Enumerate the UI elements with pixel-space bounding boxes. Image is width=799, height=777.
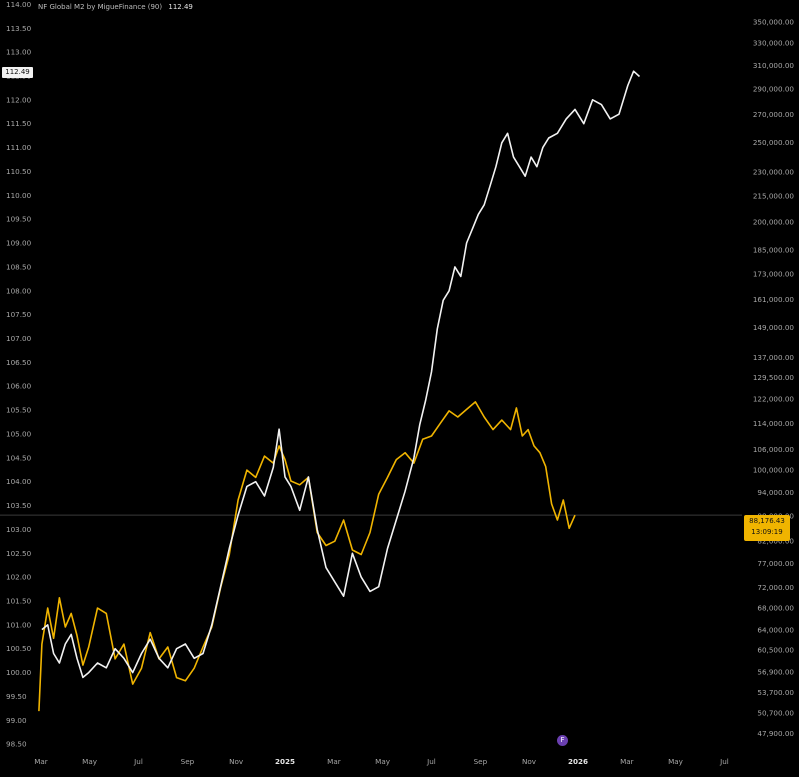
right-axis-tick-label: 137,000.00 bbox=[753, 353, 795, 362]
left-axis-tick-label: 103.00 bbox=[6, 525, 32, 534]
left-axis-tick-label: 110.00 bbox=[6, 191, 32, 200]
left-axis-ticks: 98.50 99.00 99.50 100.00 100.50 101.00 101.50 1… bbox=[6, 0, 32, 749]
left-axis-tick-label: 101.00 bbox=[6, 620, 32, 629]
left-axis-tick-label: 111.00 bbox=[6, 143, 32, 152]
series-line-bitcoin bbox=[38, 401, 576, 712]
time-axis-tick-label: 2026 bbox=[568, 757, 588, 766]
right-axis-tick-label: 270,000.00 bbox=[753, 110, 795, 119]
time-axis-tick-label: Jul bbox=[133, 757, 143, 766]
right-axis-tick-label: 106,000.00 bbox=[753, 445, 795, 454]
time-axis-tick-label: Mar bbox=[34, 757, 48, 766]
right-axis-tick-label: 68,000.00 bbox=[757, 604, 794, 613]
right-axis-tick-label: 114,000.00 bbox=[753, 419, 795, 428]
right-badge-countdown: 13:09:19 bbox=[751, 528, 783, 536]
right-axis-tick-label: 82,000.00 bbox=[757, 537, 794, 546]
indicator-legend[interactable]: NF Global M2 by MigueFinance (90) 112.49 bbox=[38, 3, 193, 11]
left-axis-tick-label: 113.00 bbox=[6, 48, 32, 57]
right-axis-tick-label: 250,000.00 bbox=[753, 138, 795, 147]
left-axis-tick-label: 106.00 bbox=[6, 382, 32, 391]
time-axis-tick-label: Sep bbox=[181, 757, 195, 766]
time-axis-ticks: Mar May Jul Sep Nov 2025 Mar May Jul Sep Nov 2026 Ma… bbox=[34, 757, 729, 766]
time-axis-tick-label: Nov bbox=[229, 757, 244, 766]
left-axis-tick-label: 101.50 bbox=[6, 596, 32, 605]
right-axis-tick-label: 173,000.00 bbox=[753, 270, 795, 279]
right-axis-tick-label: 47,900.00 bbox=[757, 729, 794, 738]
left-axis-tick-label: 99.50 bbox=[6, 692, 27, 701]
event-marker-icon[interactable]: F bbox=[557, 735, 568, 746]
right-axis-tick-label: 94,000.00 bbox=[757, 488, 794, 497]
time-axis-tick-label: Jul bbox=[719, 757, 729, 766]
right-axis-tick-label: 60,500.00 bbox=[757, 645, 794, 654]
series-line-global-m2 bbox=[41, 70, 641, 679]
right-axis-tick-label: 100,000.00 bbox=[753, 466, 795, 475]
right-axis-tick-label: 290,000.00 bbox=[753, 85, 795, 94]
left-axis-last-value-badge: 112.49 bbox=[2, 67, 33, 78]
left-axis-tick-label: 102.50 bbox=[6, 549, 32, 558]
left-axis-tick-label: 100.50 bbox=[6, 644, 32, 653]
left-axis-tick-label: 107.00 bbox=[6, 334, 32, 343]
right-axis-tick-label: 215,000.00 bbox=[753, 192, 795, 201]
event-marker-label: F bbox=[560, 736, 565, 744]
time-axis-tick-label: Mar bbox=[620, 757, 634, 766]
time-axis-tick-label: Mar bbox=[327, 757, 341, 766]
right-axis-tick-label: 185,000.00 bbox=[753, 246, 795, 255]
right-axis-tick-label: 330,000.00 bbox=[753, 38, 795, 47]
time-axis-tick-label: May bbox=[82, 757, 98, 766]
right-axis-tick-label: 72,000.00 bbox=[757, 583, 794, 592]
left-axis-tick-label: 104.00 bbox=[6, 477, 32, 486]
right-axis-price-badge: 88,176.43 13:09:19 bbox=[744, 515, 790, 541]
right-axis-tick-label: 200,000.00 bbox=[753, 218, 795, 227]
left-badge-value: 112.49 bbox=[5, 68, 30, 76]
right-axis-tick-label: 129,500.00 bbox=[753, 373, 795, 382]
left-axis-tick-label: 103.50 bbox=[6, 501, 32, 510]
left-axis-tick-label: 111.50 bbox=[6, 119, 32, 128]
right-axis-tick-label: 64,000.00 bbox=[757, 625, 794, 634]
left-axis-tick-label: 112.00 bbox=[6, 95, 32, 104]
left-axis-tick-label: 110.50 bbox=[6, 167, 32, 176]
right-axis-tick-label: 161,000.00 bbox=[753, 295, 795, 304]
left-axis-tick-label: 100.00 bbox=[6, 668, 32, 677]
time-axis-tick-label: Nov bbox=[522, 757, 537, 766]
left-axis-tick-label: 107.50 bbox=[6, 310, 32, 319]
left-axis-tick-label: 105.50 bbox=[6, 406, 32, 415]
right-axis-tick-label: 53,700.00 bbox=[757, 688, 794, 697]
right-axis-tick-label: 122,000.00 bbox=[753, 394, 795, 403]
right-badge-price: 88,176.43 bbox=[749, 517, 785, 525]
left-axis-tick-label: 108.00 bbox=[6, 286, 32, 295]
right-axis-tick-label: 310,000.00 bbox=[753, 61, 795, 70]
left-axis-tick-label: 105.00 bbox=[6, 429, 32, 438]
right-axis-tick-label: 149,000.00 bbox=[753, 323, 795, 332]
time-axis-tick-label: May bbox=[375, 757, 391, 766]
right-axis-ticks: 47,900.00 50,700.00 53,700.00 56,900.00 60,5… bbox=[753, 17, 795, 738]
right-axis-tick-label: 77,000.00 bbox=[757, 559, 794, 568]
left-axis-tick-label: 109.50 bbox=[6, 215, 32, 224]
left-axis-tick-label: 113.50 bbox=[6, 24, 32, 33]
indicator-value: 112.49 bbox=[168, 3, 193, 11]
right-axis-tick-label: 50,700.00 bbox=[757, 709, 794, 718]
time-axis-tick-label: May bbox=[668, 757, 684, 766]
right-axis-tick-label: 230,000.00 bbox=[753, 168, 795, 177]
left-axis-tick-label: 106.50 bbox=[6, 358, 32, 367]
left-axis-tick-label: 102.00 bbox=[6, 573, 32, 582]
right-axis-tick-label: 56,900.00 bbox=[757, 667, 794, 676]
left-axis-tick-label: 99.00 bbox=[6, 716, 27, 725]
left-axis-tick-label: 108.50 bbox=[6, 262, 32, 271]
indicator-title: NF Global M2 by MigueFinance (90) bbox=[38, 3, 163, 11]
left-axis-tick-label: 114.00 bbox=[6, 0, 32, 9]
left-axis-tick-label: 104.50 bbox=[6, 453, 32, 462]
time-axis-tick-label: Sep bbox=[474, 757, 488, 766]
left-axis-tick-label: 109.00 bbox=[6, 239, 32, 248]
right-axis-tick-label: 350,000.00 bbox=[753, 17, 795, 26]
left-axis-tick-label: 98.50 bbox=[6, 740, 27, 749]
time-axis-tick-label: Jul bbox=[426, 757, 436, 766]
time-axis-tick-label: 2025 bbox=[275, 757, 295, 766]
